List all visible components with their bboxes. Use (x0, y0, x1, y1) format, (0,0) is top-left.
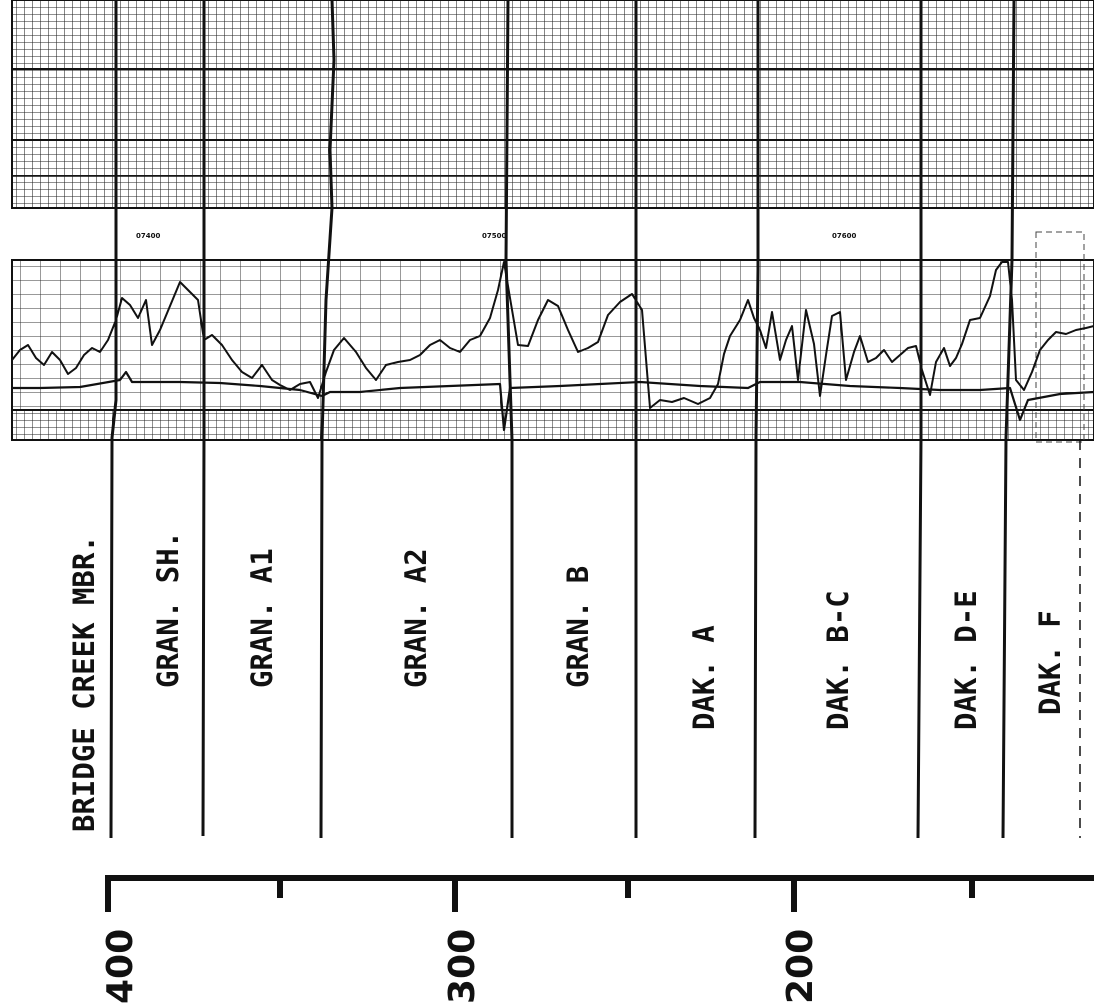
unit-labels: BRIDGE CREEK MBR. GRAN. SH. GRAN. A1 GRA… (67, 531, 1067, 832)
scale-labels: 400 300 200 (100, 929, 821, 1004)
boundary-line (753, 0, 760, 839)
upper-log-grid (11, 0, 1094, 209)
unit-label-gran-a1: GRAN. A1 (245, 548, 279, 688)
unit-label-gran-b: GRAN. B (561, 566, 595, 688)
correlation-lines (109, 0, 1081, 839)
boundary-line (916, 0, 923, 839)
depth-marks: 07400 07500 07600 (136, 232, 856, 240)
scale-label-400: 400 (100, 929, 141, 1004)
scale-axis (105, 875, 1094, 912)
resistivity-curve (11, 261, 1094, 409)
boundary-line (504, 0, 514, 838)
log-curves (11, 261, 1094, 432)
scale-bar (105, 875, 1094, 912)
unit-label-dak-b-c: DAK. B-C (821, 590, 855, 730)
boundary-line (319, 0, 336, 839)
depth-mark: 07400 (136, 232, 160, 240)
baseline-curve (12, 370, 1094, 432)
scale-label-200: 200 (780, 929, 821, 1004)
unit-label-dak-a: DAK. A (687, 625, 721, 730)
lower-log-grid (11, 231, 1094, 443)
unit-label-bridge-creek: BRIDGE CREEK MBR. (67, 535, 101, 832)
unit-label-dak-d-e: DAK. D-E (949, 590, 983, 730)
depth-mark: 07500 (482, 232, 506, 240)
unit-label-gran-sh: GRAN. SH. (151, 531, 185, 688)
boundary-line (109, 0, 118, 839)
depth-mark: 07600 (832, 232, 856, 240)
unit-label-gran-a2: GRAN. A2 (399, 548, 433, 688)
scale-label-300: 300 (442, 929, 483, 1004)
unit-label-dak-f: DAK. F (1033, 610, 1067, 715)
boundary-line (1001, 0, 1016, 839)
boundary-line (201, 0, 206, 837)
